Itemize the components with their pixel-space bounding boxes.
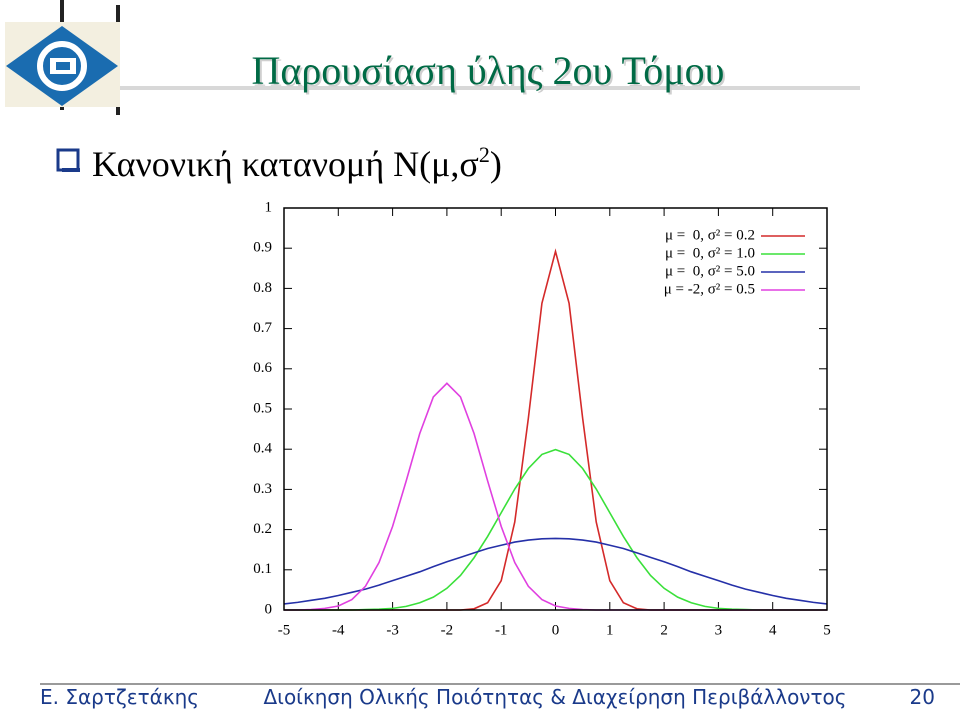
y-tick-label: 0 bbox=[265, 601, 273, 617]
y-tick-label: 1 bbox=[265, 199, 273, 215]
x-tick-label: -5 bbox=[278, 622, 291, 638]
y-tick-label: 0.7 bbox=[253, 320, 272, 336]
x-tick-label: -4 bbox=[332, 622, 345, 638]
plot-frame bbox=[283, 207, 828, 611]
x-tick-label: 1 bbox=[606, 622, 614, 638]
footer-course: Διοίκηση Ολικής Ποιότητας & Διαχείρηση Π… bbox=[264, 685, 847, 709]
bullet: Κανονική κατανομή Ν(μ,σ2) bbox=[56, 142, 502, 184]
x-tick-label: 3 bbox=[715, 622, 723, 638]
x-tick-label: 2 bbox=[660, 622, 668, 638]
y-tick-label: 0.6 bbox=[253, 360, 272, 376]
x-tick-label: 5 bbox=[823, 622, 831, 638]
x-tick-label: -1 bbox=[495, 622, 508, 638]
y-tick-label: 0.1 bbox=[253, 561, 272, 577]
bullet-main: Κανονική κατανομή Ν(μ,σ bbox=[92, 144, 479, 184]
logo bbox=[5, 0, 860, 115]
y-tick-label: 0.2 bbox=[253, 521, 272, 537]
footer-line bbox=[40, 683, 960, 685]
bullet-text: Κανονική κατανομή Ν(μ,σ2) bbox=[92, 142, 502, 184]
y-tick-label: 0.8 bbox=[253, 280, 272, 296]
series-line bbox=[283, 537, 828, 605]
bullet-sup: 2 bbox=[479, 142, 490, 167]
legend-label: μ = -2, σ² = 0.5 bbox=[664, 281, 755, 297]
legend-label: μ = 0, σ² = 5.0 bbox=[665, 263, 755, 279]
legend-label: μ = 0, σ² = 0.2 bbox=[665, 227, 755, 243]
legend-label: μ = 0, σ² = 1.0 bbox=[665, 245, 755, 261]
chart: 0 0.1 0.2 0.3 0.4 0.5 0.6 0.7 0.8 0.9 1 -5 -4 -3 -2 -1 0… bbox=[253, 199, 831, 638]
page-number: 20 bbox=[910, 685, 935, 709]
y-tick-label: 0.9 bbox=[253, 240, 272, 256]
y-tick-label: 0.5 bbox=[253, 400, 272, 416]
footer-author: Ε. Σαρτζετάκης bbox=[40, 685, 199, 709]
x-tick-label: -2 bbox=[441, 622, 454, 638]
x-tick-label: -3 bbox=[386, 622, 399, 638]
bullet-end: ) bbox=[490, 144, 502, 184]
y-tick-label: 0.3 bbox=[253, 481, 272, 497]
slide-title: Παρουσίαση ύλης 2ου Τόμου bbox=[252, 48, 725, 93]
x-tick-label: 0 bbox=[552, 622, 560, 638]
x-tick-label: 4 bbox=[769, 622, 777, 638]
title-shadow: Παρουσίαση ύλης 2ου Τόμου bbox=[254, 50, 727, 95]
y-tick-label: 0.4 bbox=[253, 441, 272, 457]
